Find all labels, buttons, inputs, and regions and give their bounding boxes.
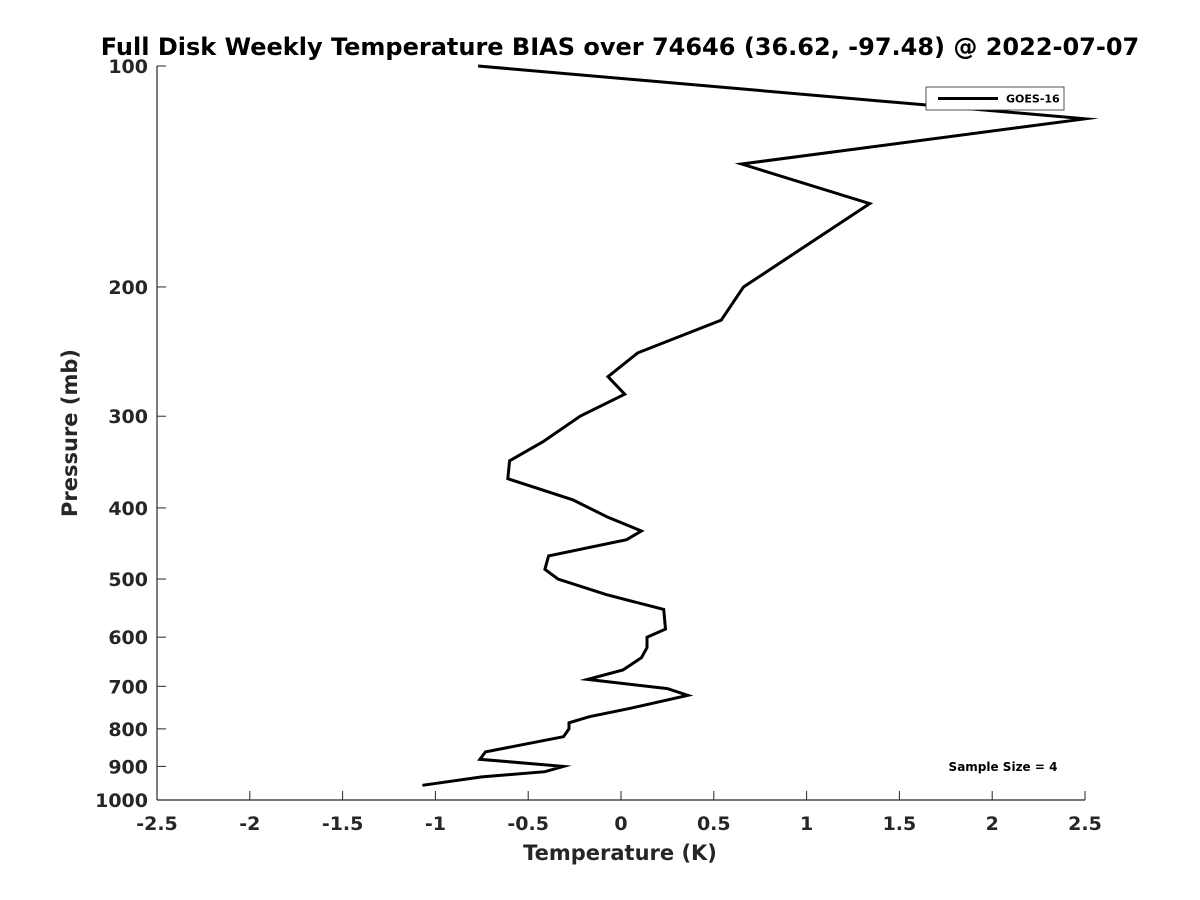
x-tick-label: 2 (986, 813, 999, 835)
x-axis-label: Temperature (K) (523, 841, 717, 865)
x-tick-label: -2.5 (136, 813, 178, 835)
y-tick-label: 600 (108, 627, 148, 649)
sample-size-annotation: Sample Size = 4 (949, 760, 1058, 774)
series-line-goes-16 (422, 64, 1099, 787)
y-axis-ticks: 100 200 300 400 500 600 700 800 900 1000 (95, 56, 166, 812)
x-tick-label: -0.5 (507, 813, 549, 835)
plot-area (157, 66, 1085, 800)
y-tick-label: 300 (108, 406, 148, 428)
legend: GOES-16 (925, 86, 1065, 111)
y-tick-label: 800 (108, 719, 148, 741)
y-tick-label: 500 (108, 569, 148, 591)
y-tick-label: 1000 (95, 790, 148, 812)
x-tick-label: -1 (425, 813, 446, 835)
y-tick-label: 200 (108, 277, 148, 299)
x-tick-label: 0.5 (697, 813, 731, 835)
x-tick-label: -2 (239, 813, 260, 835)
y-axis-label: Pressure (mb) (58, 349, 82, 517)
x-tick-label: 1.5 (883, 813, 917, 835)
legend-label-goes-16: GOES-16 (1006, 93, 1060, 106)
series-group (422, 64, 1099, 787)
x-tick-label: 2.5 (1068, 813, 1102, 835)
x-axis-ticks: -2.5 -2 -1.5 -1 -0.5 0 0.5 1 1.5 2 2.5 (136, 791, 1102, 835)
x-tick-label: 1 (800, 813, 813, 835)
x-tick-label: -1.5 (322, 813, 364, 835)
chart-title: Full Disk Weekly Temperature BIAS over 7… (101, 33, 1140, 61)
y-tick-label: 400 (108, 498, 148, 520)
y-tick-label: 100 (108, 56, 148, 78)
y-tick-label: 900 (108, 756, 148, 778)
x-tick-label: 0 (614, 813, 627, 835)
y-tick-label: 700 (108, 676, 148, 698)
